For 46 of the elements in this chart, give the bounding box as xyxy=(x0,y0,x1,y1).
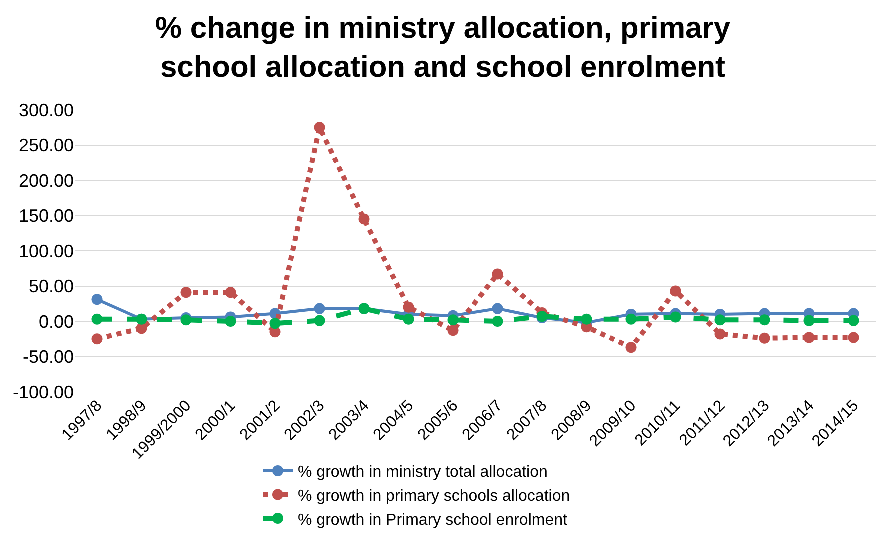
point xyxy=(180,314,192,326)
point xyxy=(92,294,103,306)
point xyxy=(314,303,326,314)
point xyxy=(759,314,770,326)
legend-label: % growth in primary schools allocation xyxy=(298,488,570,505)
point xyxy=(670,312,682,323)
point xyxy=(225,316,236,327)
point xyxy=(492,316,504,327)
point xyxy=(626,342,637,354)
y-tick-label: 0.00 xyxy=(38,312,74,332)
chart-title: % change in ministry allocation, primary school allocation and school enrolment xyxy=(155,12,731,84)
point xyxy=(270,318,281,330)
y-tick-label: 200.00 xyxy=(18,170,74,191)
point xyxy=(670,286,682,297)
point xyxy=(225,287,236,298)
point xyxy=(714,328,726,340)
legend-label: % growth in Primary school enrolment xyxy=(298,512,568,529)
point xyxy=(626,314,637,325)
point xyxy=(848,332,860,344)
point xyxy=(492,268,504,280)
point xyxy=(804,332,815,344)
y-tick-label: -50.00 xyxy=(22,347,74,368)
point xyxy=(804,315,815,326)
point xyxy=(759,332,770,344)
y-tick-label: -100.00 xyxy=(12,382,74,402)
point xyxy=(136,323,148,334)
legend-label: % growth in ministry total allocation xyxy=(298,464,548,482)
point xyxy=(714,314,726,326)
point xyxy=(448,325,459,336)
y-tick-label: 150.00 xyxy=(18,206,74,226)
point xyxy=(448,314,459,326)
point xyxy=(180,287,192,298)
y-tick-label: 250.00 xyxy=(18,136,74,156)
point xyxy=(403,302,414,313)
point xyxy=(358,214,370,225)
y-tick-label: 100.00 xyxy=(18,241,74,262)
point xyxy=(92,334,103,345)
point xyxy=(848,315,860,326)
point xyxy=(314,315,326,326)
point xyxy=(92,314,103,325)
y-tick-label: 50.00 xyxy=(28,276,74,297)
point xyxy=(403,314,414,325)
y-tick-label: 300.00 xyxy=(18,100,74,120)
point xyxy=(581,314,592,325)
point xyxy=(492,303,504,314)
point xyxy=(314,122,326,134)
